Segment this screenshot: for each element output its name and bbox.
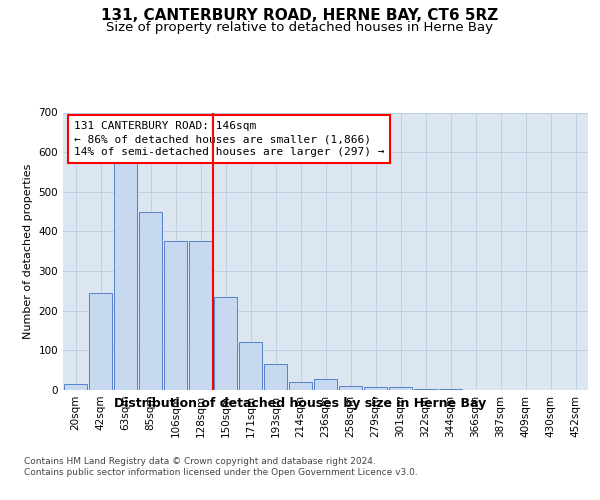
Bar <box>89 293 112 390</box>
Bar <box>263 364 287 390</box>
Bar <box>139 212 163 390</box>
Bar <box>164 242 187 390</box>
Text: 131, CANTERBURY ROAD, HERNE BAY, CT6 5RZ: 131, CANTERBURY ROAD, HERNE BAY, CT6 5RZ <box>101 8 499 22</box>
Text: Size of property relative to detached houses in Herne Bay: Size of property relative to detached ho… <box>107 21 493 34</box>
Y-axis label: Number of detached properties: Number of detached properties <box>23 164 33 339</box>
Bar <box>389 387 412 390</box>
Bar <box>214 297 238 390</box>
Bar <box>364 387 388 390</box>
Bar <box>239 342 262 390</box>
Bar <box>289 382 313 390</box>
Bar <box>188 242 212 390</box>
Text: Contains HM Land Registry data © Crown copyright and database right 2024.
Contai: Contains HM Land Registry data © Crown c… <box>24 458 418 477</box>
Bar <box>64 384 88 390</box>
Text: Distribution of detached houses by size in Herne Bay: Distribution of detached houses by size … <box>114 398 486 410</box>
Bar <box>439 389 463 390</box>
Text: 131 CANTERBURY ROAD: 146sqm
← 86% of detached houses are smaller (1,866)
14% of : 131 CANTERBURY ROAD: 146sqm ← 86% of det… <box>74 121 384 157</box>
Bar <box>113 160 137 390</box>
Bar <box>314 379 337 390</box>
Bar <box>338 386 362 390</box>
Bar <box>413 389 437 390</box>
